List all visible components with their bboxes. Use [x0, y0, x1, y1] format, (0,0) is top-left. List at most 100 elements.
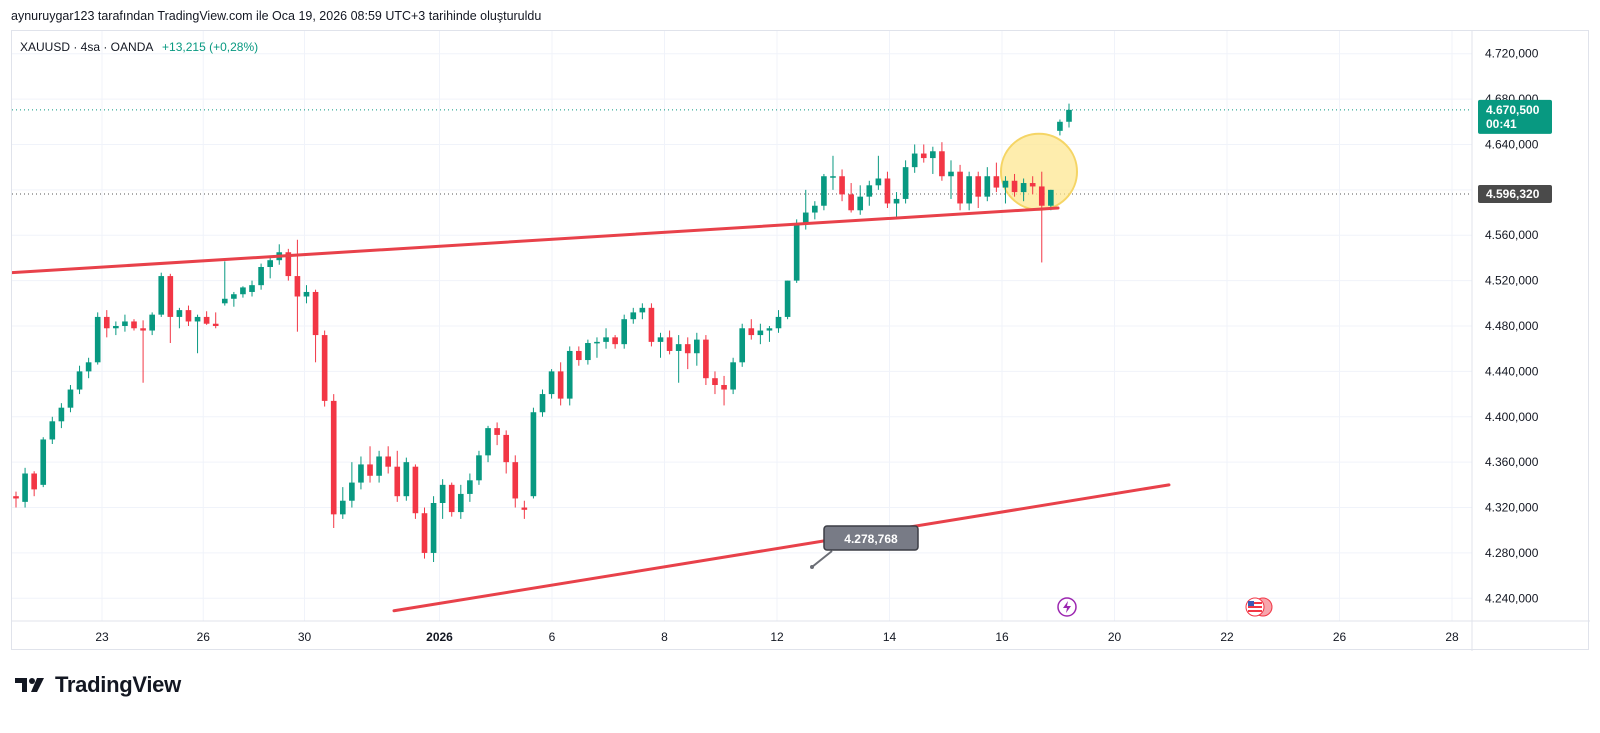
reference-price-tag-box	[1478, 185, 1552, 204]
candle-body	[167, 276, 174, 317]
candle-body	[1011, 180, 1018, 193]
candle-body	[412, 466, 419, 514]
candle-body	[684, 344, 691, 354]
candle-body	[657, 337, 664, 342]
lightning-icon-bolt	[1063, 601, 1071, 613]
candle-body	[294, 276, 301, 297]
candle-body	[149, 314, 155, 331]
candle-body	[866, 185, 873, 197]
candle-body	[94, 316, 101, 363]
tradingview-logo-icon	[15, 678, 44, 692]
candle-body	[58, 407, 65, 422]
last-price-tag-box	[1478, 99, 1552, 134]
candle-body	[303, 291, 310, 297]
x-tick-label: 23	[95, 630, 109, 644]
candle-body	[802, 212, 809, 224]
candle-body	[857, 196, 864, 211]
candle-body	[575, 350, 582, 361]
candle-body	[67, 389, 74, 408]
candle-body	[103, 316, 110, 329]
candle-body	[285, 252, 292, 277]
y-tick-label: 4.240,000	[1485, 591, 1539, 605]
candle-body	[494, 428, 500, 435]
chart-legend[interactable]: XAUUSD · 4sa · OANDA +13,215 (+0,28%)	[20, 40, 258, 54]
candle-body	[812, 205, 818, 213]
chart-caption: aynuruygar123 tarafından TradingView.com…	[11, 9, 542, 23]
candle-body	[948, 171, 954, 177]
x-tick-label: 2026	[426, 630, 453, 644]
candle-body	[694, 339, 700, 354]
price-label-pointer	[811, 550, 833, 568]
x-tick-label: 28	[1445, 630, 1459, 644]
candle-body	[467, 480, 473, 494]
candle-body	[421, 513, 428, 553]
candle-body	[839, 176, 845, 195]
candle-body	[430, 503, 437, 553]
candle-body	[339, 500, 346, 515]
candle-body	[512, 462, 519, 499]
candle-body	[721, 385, 727, 390]
candle-body	[957, 171, 963, 204]
price-change: +13,215 (+0,28%)	[162, 40, 259, 54]
candle-body	[13, 496, 19, 499]
candle-body	[185, 310, 192, 322]
candles-layer	[13, 103, 1072, 562]
price-label-anchor	[810, 565, 814, 569]
candle-body	[966, 176, 972, 204]
candle-body	[22, 473, 28, 502]
candle-body	[140, 328, 146, 331]
drawn-price-label: 4.278,768	[844, 532, 898, 546]
candle-body	[775, 316, 782, 329]
symbol-label[interactable]: XAUUSD · 4sa · OANDA	[20, 40, 153, 54]
candle-body	[975, 176, 982, 197]
chart-canvas[interactable]: 4.278,768 4.720,0004.680,0004.640,0004.6…	[12, 31, 1590, 651]
upper-trendline	[12, 206, 1060, 275]
candle-body	[594, 341, 600, 344]
candle-body	[621, 319, 628, 345]
candle-body	[113, 326, 119, 329]
brand[interactable]: TradingView	[13, 672, 181, 698]
candle-body	[1066, 109, 1072, 122]
candle-body	[457, 493, 464, 513]
candle-body	[639, 307, 646, 313]
price-axis: 4.720,0004.680,0004.640,0004.600,0004.56…	[12, 31, 1590, 651]
candle-body	[240, 287, 246, 295]
us-flag-stripe	[1248, 606, 1262, 608]
candle-body	[703, 339, 709, 379]
chart-frame[interactable]: 4.278,768 4.720,0004.680,0004.640,0004.6…	[11, 30, 1590, 651]
candle-body	[448, 484, 455, 513]
lower-trendline	[392, 483, 1171, 613]
lightning-icon	[1057, 597, 1077, 617]
candle-body	[793, 223, 800, 281]
y-tick-label: 4.640,000	[1485, 137, 1539, 151]
candle-body	[748, 328, 755, 336]
y-tick-label: 4.480,000	[1485, 319, 1539, 333]
x-tick-label: 22	[1220, 630, 1234, 644]
y-tick-label: 4.720,000	[1485, 47, 1539, 61]
candle-body	[122, 321, 128, 326]
candle-body	[585, 343, 591, 361]
candle-body	[930, 151, 936, 159]
candle-body	[367, 464, 373, 476]
last-price-tag: 4.670,500	[1486, 103, 1540, 117]
candle-body	[194, 316, 201, 322]
candle-body	[848, 194, 854, 211]
us-flag-icon	[1245, 597, 1273, 617]
candle-body	[376, 456, 382, 476]
candle-body	[902, 167, 909, 199]
candle-body	[131, 321, 137, 329]
candle-body	[267, 260, 273, 267]
y-tick-label: 4.560,000	[1485, 228, 1539, 242]
candle-body	[666, 337, 673, 351]
candle-body	[503, 434, 510, 463]
y-tick-label: 4.320,000	[1485, 501, 1539, 515]
time-axis: 23 26 30 2026 6 8 12 14 16 20 22 26 28	[95, 630, 1459, 644]
candle-body	[875, 178, 882, 186]
candle-body	[884, 178, 891, 204]
x-tick-label: 6	[549, 630, 556, 644]
candle-body	[911, 153, 918, 168]
candle-body	[675, 344, 682, 351]
candle-body	[766, 328, 773, 331]
y-tick-label: 4.440,000	[1485, 364, 1539, 378]
